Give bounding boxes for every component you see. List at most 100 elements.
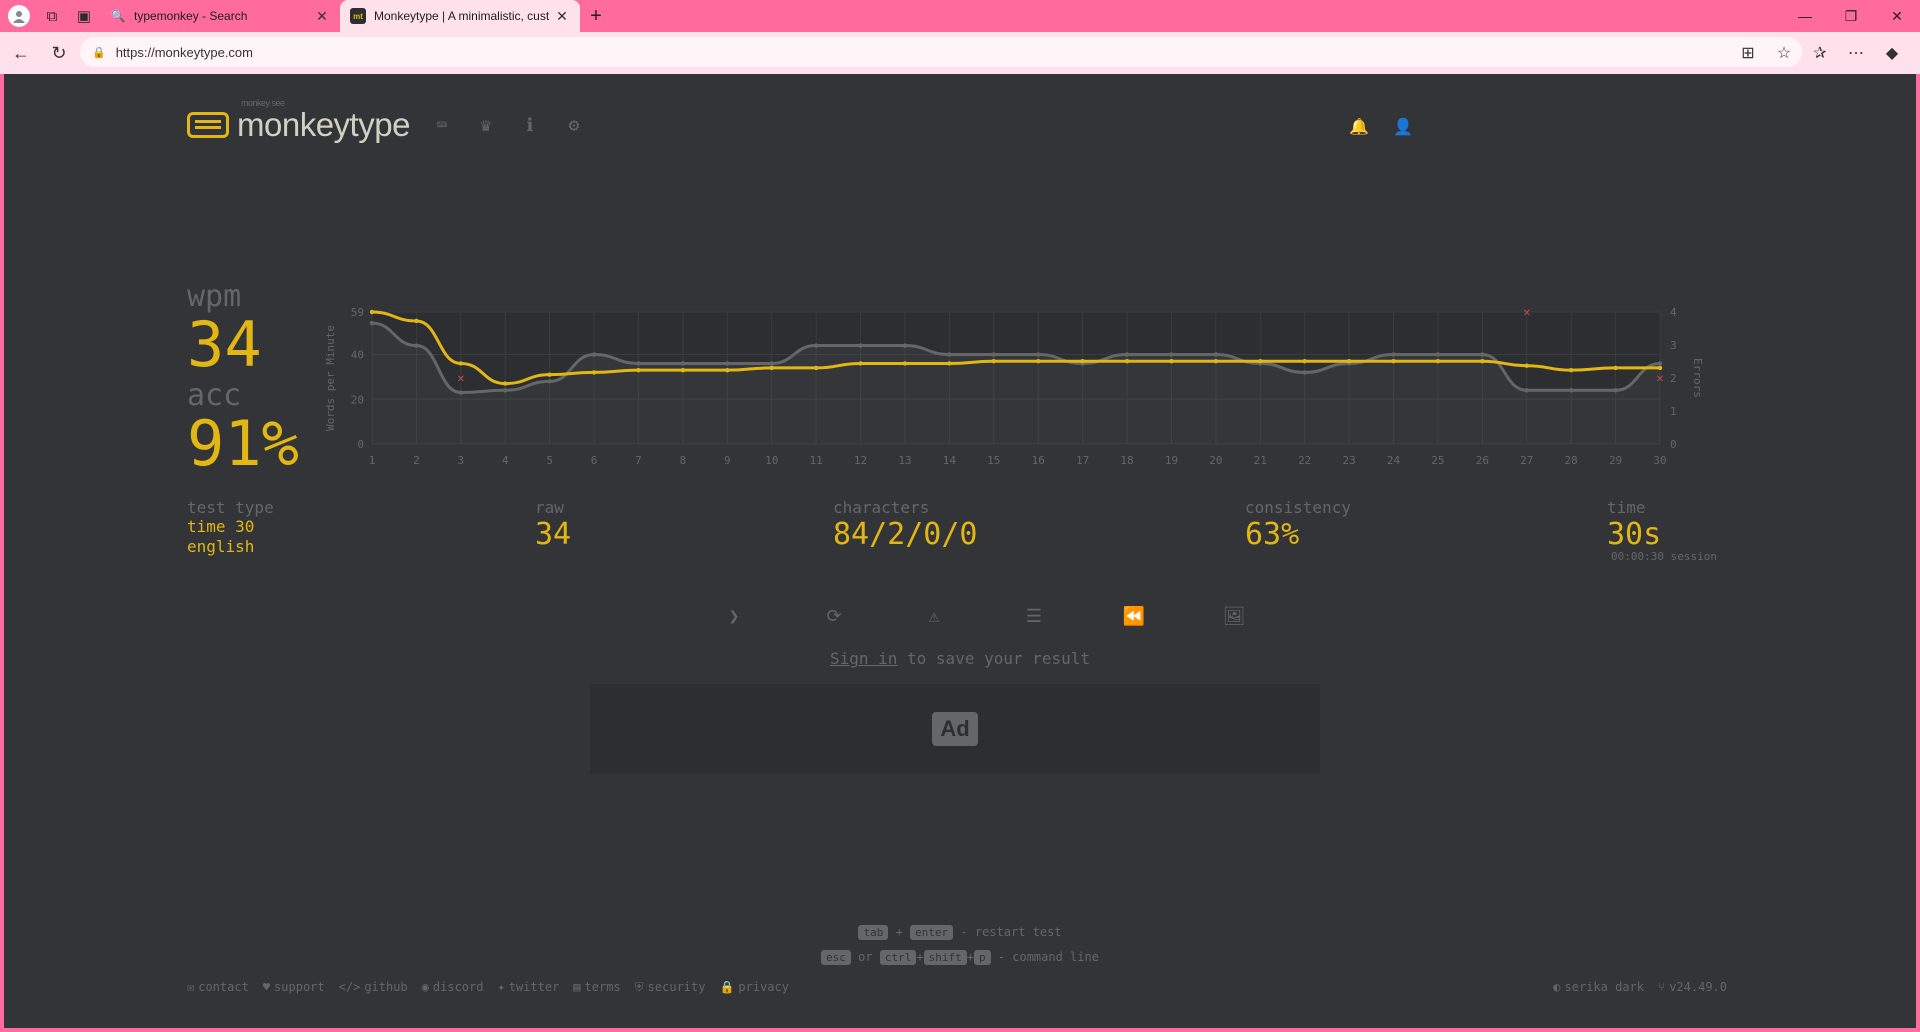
url-text: https://monkeytype.com xyxy=(115,44,253,60)
x-tick-label: 27 xyxy=(1520,454,1533,467)
url-field[interactable]: 🔒 https://monkeytype.com xyxy=(80,37,1802,67)
next-test-icon[interactable]: ❯ xyxy=(728,605,740,627)
x-tick-label: 6 xyxy=(591,454,598,467)
wpm-point xyxy=(503,381,508,386)
raw-point xyxy=(503,388,508,393)
replay-icon[interactable]: ⏪ xyxy=(1122,605,1146,627)
wpm-point xyxy=(858,361,863,366)
info-icon[interactable]: ℹ xyxy=(526,114,534,136)
profile-icon[interactable] xyxy=(8,5,30,27)
logo[interactable]: monkey see monkeytype xyxy=(237,98,410,144)
vertical-tabs-icon[interactable]: ▣ xyxy=(76,8,92,25)
discord-label: discord xyxy=(432,980,484,994)
minimize-icon[interactable]: — xyxy=(1798,8,1812,24)
contact-link[interactable]: ✉ contact xyxy=(187,980,249,995)
browser-tab-bar: ⧉ ▣ 🔍 typemonkey - Search ✕ mt Monkeytyp… xyxy=(0,0,1920,32)
x-tick-label: 13 xyxy=(898,454,911,467)
tab-monkeytype[interactable]: mt Monkeytype | A minimalistic, cust ✕ xyxy=(340,0,580,32)
raw-point xyxy=(547,379,552,384)
wpm-point xyxy=(458,361,464,366)
crown-icon[interactable]: ♛ xyxy=(480,114,492,136)
keyboard-icon[interactable]: ⌨ xyxy=(436,114,448,136)
split-screen-icon[interactable]: ⊞ xyxy=(1741,45,1755,62)
or-text: or xyxy=(858,950,873,964)
wpm-point xyxy=(369,309,375,315)
repeat-test-icon[interactable]: ⟳ xyxy=(826,605,842,627)
theme-button[interactable]: ◐ serika dark xyxy=(1553,980,1644,995)
twitter-link[interactable]: ✦ twitter xyxy=(497,980,559,995)
support-label: support xyxy=(274,980,325,994)
workspaces-icon[interactable]: ⧉ xyxy=(46,7,58,25)
gear-icon[interactable]: ⚙ xyxy=(568,114,580,136)
privacy-link[interactable]: 🔒 privacy xyxy=(719,980,789,995)
x-tick-label: 21 xyxy=(1254,454,1267,467)
keyboard-logo-icon[interactable] xyxy=(187,112,229,138)
key-esc: esc xyxy=(821,950,851,965)
y-tick-label: 0 xyxy=(357,438,364,451)
document-icon: ▤ xyxy=(573,980,581,994)
raw-point xyxy=(1169,352,1174,357)
wpm-point xyxy=(1435,359,1441,364)
x-tick-label: 2 xyxy=(413,454,420,467)
raw-point xyxy=(813,343,819,348)
time-value: 30s xyxy=(1607,517,1662,552)
version-button[interactable]: ⑂ v24.49.0 xyxy=(1658,980,1727,995)
terms-link[interactable]: ▤ terms xyxy=(573,980,620,995)
raw-label: raw xyxy=(535,498,564,517)
github-link[interactable]: </> github xyxy=(339,980,408,995)
page-viewport: monkey see monkeytype ⌨ ♛ ℹ ⚙ 🔔 👤 wpm 34… xyxy=(4,74,1916,1028)
support-link[interactable]: ♥ support xyxy=(263,980,325,995)
bell-icon[interactable]: 🔔 xyxy=(1349,116,1369,136)
sign-in-link[interactable]: Sign in xyxy=(829,649,898,668)
word-history-icon[interactable]: ☰ xyxy=(1025,605,1043,627)
close-window-icon[interactable]: ✕ xyxy=(1891,7,1903,24)
wpm-chart: 1 2 3 4 5 6 7 8 9 10 11 12 13 14 15 16 17 18 19 20 21 22 23 24 2… xyxy=(324,306,1704,467)
plus-sign: + xyxy=(895,925,903,939)
new-tab-button[interactable]: + xyxy=(590,4,602,27)
raw-point xyxy=(369,320,375,326)
y2-axis-label: Errors xyxy=(1691,358,1704,398)
wpm-point xyxy=(1213,359,1219,364)
security-link[interactable]: ⛨ security xyxy=(635,980,706,995)
raw-series-line xyxy=(371,321,1661,395)
raw-point xyxy=(1213,352,1219,357)
lock-icon: 🔒 xyxy=(92,46,106,59)
restore-icon[interactable]: ❐ xyxy=(1844,7,1858,24)
github-label: github xyxy=(364,980,408,994)
raw-point xyxy=(1568,388,1574,393)
close-icon[interactable]: ✕ xyxy=(316,7,328,24)
back-icon[interactable]: ← xyxy=(12,42,30,63)
raw-point xyxy=(1391,352,1396,357)
close-icon[interactable]: ✕ xyxy=(556,7,568,24)
wpm-point xyxy=(1169,359,1174,364)
raw-point xyxy=(1302,370,1307,375)
privacy-label: privacy xyxy=(738,980,789,994)
tab-search[interactable]: 🔍 typemonkey - Search ✕ xyxy=(100,0,340,32)
discord-icon: ◉ xyxy=(421,980,429,994)
wpm-point xyxy=(1302,359,1307,364)
wpm-point xyxy=(1391,359,1396,364)
practice-missed-icon[interactable]: ⚠ xyxy=(928,605,940,627)
test-type-stat: test type time 30 english xyxy=(187,498,274,557)
contact-label: contact xyxy=(198,980,249,994)
keyboard-shortcuts: tab + enter - restart test esc or ctrl + s… xyxy=(4,920,1916,970)
discord-link[interactable]: ◉ discord xyxy=(422,980,484,995)
tab-title: typemonkey - Search xyxy=(134,9,248,23)
favorites-icon[interactable]: ✰ xyxy=(1813,45,1827,62)
favorite-star-icon[interactable]: ☆ xyxy=(1776,45,1792,62)
x-tick-label: 12 xyxy=(854,454,867,467)
result-actions: ❯ ⟳ ⚠ ☰ ⏪ 🖼 xyxy=(684,594,1284,638)
raw-area xyxy=(372,323,1660,444)
twitter-icon: ✦ xyxy=(497,980,505,994)
refresh-icon[interactable]: ↻ xyxy=(51,42,67,63)
copilot-icon[interactable]: ◆ xyxy=(1885,45,1899,62)
window-controls: — ❐ ✕ xyxy=(1782,0,1920,32)
error-marker: ✕ xyxy=(1523,308,1531,319)
user-icon[interactable]: 👤 xyxy=(1393,116,1413,136)
wpm-point xyxy=(636,367,641,373)
x-tick-label: 7 xyxy=(635,454,642,467)
twitter-label: twitter xyxy=(508,980,560,994)
lock-icon: 🔒 xyxy=(719,980,735,994)
more-icon[interactable]: ⋯ xyxy=(1848,45,1864,62)
screenshot-icon[interactable]: 🖼 xyxy=(1222,605,1246,627)
